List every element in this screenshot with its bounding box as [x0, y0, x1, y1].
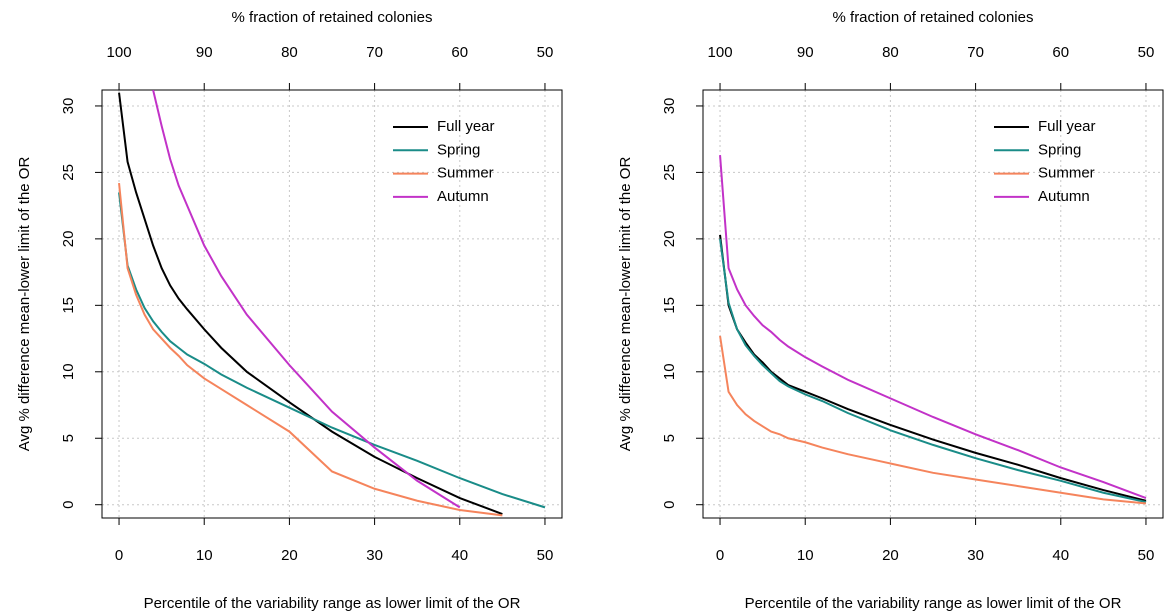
series-line: [719, 234, 1147, 502]
x-tick-label: 30: [366, 547, 383, 564]
x2-tick-label: 90: [797, 44, 814, 61]
x-axis-title: Percentile of the variability range as l…: [144, 595, 521, 612]
y-tick-label: 5: [60, 434, 77, 442]
plot-frame: [702, 89, 1164, 519]
series-line: [118, 92, 503, 515]
x2-axis-title: % fraction of retained colonies: [833, 9, 1034, 26]
x2-tick-label: 70: [366, 44, 383, 61]
x2-tick-label: 60: [451, 44, 468, 61]
x-tick-label: 0: [115, 547, 123, 564]
legend-label: Summer: [1038, 165, 1095, 182]
y-tick-label: 30: [661, 98, 678, 115]
x-tick-label: 40: [1052, 547, 1069, 564]
y-axis-title: Avg % difference mean-lower limit of the…: [16, 157, 33, 452]
x-tick-label: 10: [797, 547, 814, 564]
series-line: [719, 238, 1147, 504]
x2-tick-label: 50: [1138, 44, 1155, 61]
series-line: [118, 182, 503, 517]
y-tick-label: 30: [60, 98, 77, 115]
y-tick-label: 0: [60, 501, 77, 509]
lines: [719, 155, 1147, 505]
y-tick-label: 25: [60, 164, 77, 181]
y-tick-label: 15: [661, 297, 678, 314]
series-line: [719, 335, 1147, 505]
legend-label: Full year: [437, 118, 495, 135]
x-tick-label: 50: [1138, 547, 1155, 564]
x-tick-label: 10: [196, 547, 213, 564]
x-tick-label: 20: [882, 547, 899, 564]
legend-label: Autumn: [437, 188, 489, 205]
y-tick-label: 25: [661, 164, 678, 181]
x2-tick-label: 80: [281, 44, 298, 61]
panel: 0 10 20 30 40 50 0 5 10 15 20 25 30 100 90 80 70 60 50 Full…: [617, 9, 1164, 612]
lines: [118, 90, 546, 517]
y-tick-label: 20: [661, 231, 678, 248]
series-line: [719, 155, 1147, 499]
x-tick-label: 30: [967, 547, 984, 564]
x-tick-label: 0: [716, 547, 724, 564]
x2-tick-label: 100: [107, 44, 132, 61]
legend-label: Spring: [1038, 141, 1081, 158]
x2-tick-label: 80: [882, 44, 899, 61]
series-line: [118, 192, 546, 509]
series-line: [152, 90, 461, 509]
plot-frame: [101, 89, 563, 519]
x2-tick-label: 100: [708, 44, 733, 61]
y-tick-label: 10: [661, 363, 678, 380]
y-tick-label: 15: [60, 297, 77, 314]
x2-tick-label: 50: [537, 44, 554, 61]
y-tick-label: 20: [60, 231, 77, 248]
x-tick-label: 40: [451, 547, 468, 564]
x-tick-label: 50: [537, 547, 554, 564]
x2-tick-label: 90: [196, 44, 213, 61]
legend-label: Spring: [437, 141, 480, 158]
panel: 0 10 20 30 40 50 0 5 10 15 20 25 30 100 90 80 70 60 50 Full…: [16, 9, 563, 612]
y-tick-label: 10: [60, 363, 77, 380]
legend-label: Autumn: [1038, 188, 1090, 205]
x-axis-title: Percentile of the variability range as l…: [745, 595, 1122, 612]
x2-tick-label: 70: [967, 44, 984, 61]
y-tick-label: 5: [661, 434, 678, 442]
y-axis-title: Avg % difference mean-lower limit of the…: [617, 157, 634, 452]
y-tick-label: 0: [661, 501, 678, 509]
legend-label: Summer: [437, 165, 494, 182]
x2-axis-title: % fraction of retained colonies: [232, 9, 433, 26]
x-tick-label: 20: [281, 547, 298, 564]
legend-label: Full year: [1038, 118, 1096, 135]
x2-tick-label: 60: [1052, 44, 1069, 61]
